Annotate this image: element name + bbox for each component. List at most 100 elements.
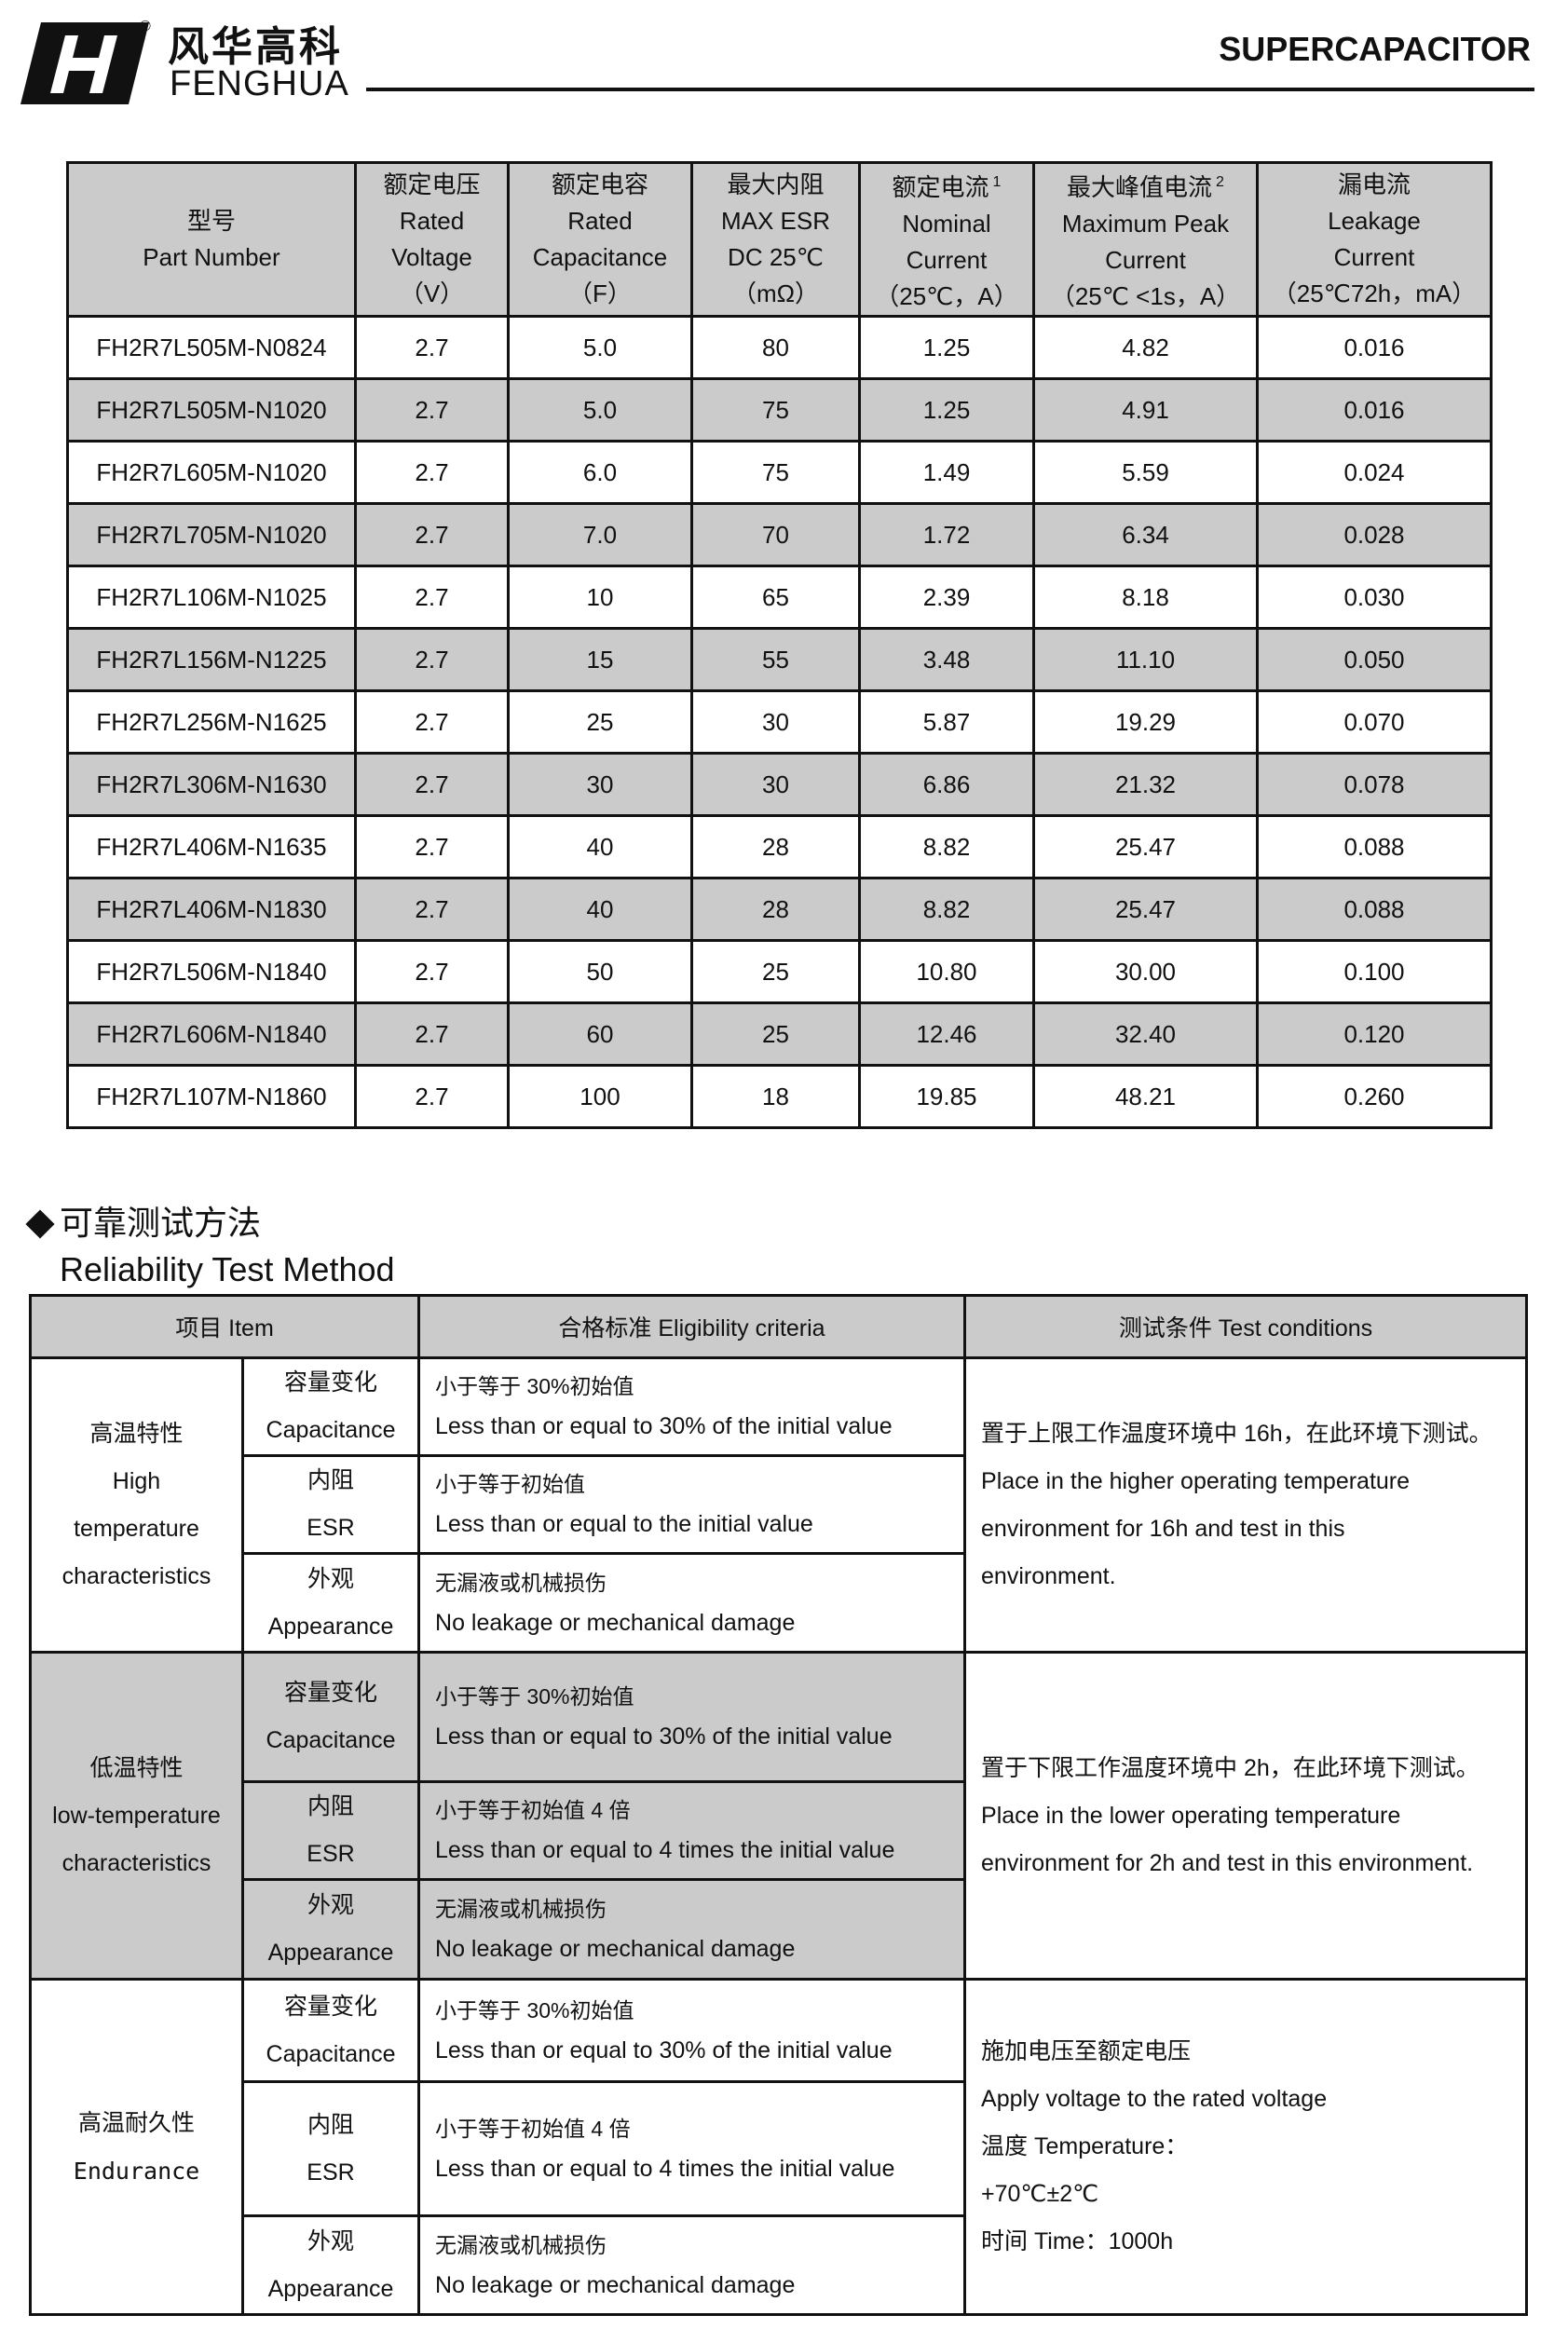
criteria-line: Less than or equal to 30% of the initial… bbox=[435, 1413, 893, 1439]
conditions-cell: 置于下限工作温度环境中 2h，在此环境下测试。 Place in the lowe… bbox=[963, 1651, 1529, 1981]
data-cell: 1.49 bbox=[858, 440, 1035, 505]
header-line: Voltage bbox=[391, 243, 472, 271]
sub-item-cell: 内阻 ESR bbox=[240, 1454, 421, 1555]
sub-item-line: ESR bbox=[307, 2159, 355, 2186]
criteria-line: Less than or equal to the initial value bbox=[435, 1511, 813, 1537]
data-row: FH2R7L406M-N1635 2.7 40 28 8.82 25.47 0.088 bbox=[66, 814, 1493, 879]
header-cell: 型号 Part Number bbox=[66, 161, 357, 318]
data-cell: FH2R7L605M-N1020 bbox=[66, 440, 357, 505]
data-cell: FH2R7L506M-N1840 bbox=[66, 939, 357, 1004]
data-cell: 2.7 bbox=[354, 377, 510, 443]
data-cell: 65 bbox=[690, 565, 861, 630]
bullet-diamond bbox=[25, 1209, 55, 1239]
conditions-line: Place in the higher operating temperatur… bbox=[981, 1467, 1411, 1494]
data-cell: 11.10 bbox=[1032, 627, 1259, 692]
data-cell: 80 bbox=[690, 315, 861, 380]
group-row: 内阻 ESR 小于等于初始值 4 倍 Less than or equal to 4 … bbox=[31, 1780, 1527, 1881]
item-line: characteristics bbox=[61, 1562, 211, 1589]
data-cell: 25 bbox=[507, 689, 693, 755]
sub-item-line: 内阻 bbox=[307, 1467, 355, 1493]
data-cell: 6.86 bbox=[858, 752, 1035, 817]
sub-item-cell: 内阻 ESR bbox=[240, 1780, 421, 1881]
data-cell: 2.39 bbox=[858, 565, 1035, 630]
conditions-line: Apply voltage to the rated voltage bbox=[981, 2086, 1328, 2112]
data-cell: 21.32 bbox=[1032, 752, 1259, 817]
header-cell: 测试条件 Test conditions bbox=[963, 1294, 1529, 1359]
item-cell: 高温耐久性 Endurance bbox=[29, 1978, 244, 2316]
sub-item-cell: 外观 Appearance bbox=[240, 1552, 421, 1654]
logo-en: FENGHUA bbox=[170, 64, 349, 103]
section-title-en: Reliability Test Method bbox=[60, 1250, 395, 1288]
data-cell: 25 bbox=[690, 939, 861, 1004]
conditions-line: 施加电压至额定电压 bbox=[981, 2038, 1192, 2064]
criteria-line: No leakage or mechanical damage bbox=[435, 1936, 796, 1962]
data-cell: FH2R7L156M-N1225 bbox=[66, 627, 357, 692]
data-cell: 0.070 bbox=[1256, 689, 1493, 755]
header-line: （F） bbox=[568, 279, 632, 307]
group-row: 内阻 ESR 小于等于初始值 4 倍 Less than or equal to 4 … bbox=[31, 2080, 1527, 2217]
data-cell: 0.100 bbox=[1256, 939, 1493, 1004]
item-cell: 高温特性 High temperature characteristics bbox=[29, 1356, 244, 1654]
criteria-cell: 小于等于 30%初始值 Less than or equal to 30% of … bbox=[417, 1978, 967, 2083]
group-row: 外观 Appearance 无漏液或机械损伤 No leakage or mechan… bbox=[31, 1552, 1527, 1654]
data-cell: 100 bbox=[507, 1064, 693, 1129]
item-line: 低温特性 bbox=[89, 1754, 184, 1781]
header-line: 最大峰值电流 2 bbox=[1067, 173, 1224, 201]
header-line: Maximum Peak bbox=[1061, 210, 1230, 238]
data-cell: 0.016 bbox=[1256, 377, 1493, 443]
data-cell: FH2R7L106M-N1025 bbox=[66, 565, 357, 630]
data-cell: 2.7 bbox=[354, 689, 510, 755]
data-cell: 28 bbox=[690, 814, 861, 879]
data-cell: 2.7 bbox=[354, 1001, 510, 1067]
spec-table: 型号 Part Number 额定电压 Rated Voltage （V） 额定电容 Rate… bbox=[66, 161, 1493, 1129]
criteria-cell: 无漏液或机械损伤 No leakage or mechanical damage bbox=[417, 2214, 967, 2316]
item-cell: 低温特性 low-temperature characteristics bbox=[29, 1651, 244, 1981]
data-row: FH2R7L505M-N0824 2.7 5.0 80 1.25 4.82 0.016 bbox=[66, 315, 1493, 380]
data-cell: 4.82 bbox=[1032, 315, 1259, 380]
data-cell: 15 bbox=[507, 627, 693, 692]
data-cell: 70 bbox=[690, 502, 861, 567]
registered-mark: ® bbox=[140, 19, 151, 34]
sub-item-line: 内阻 bbox=[307, 2111, 355, 2138]
sub-item-line: 容量变化 bbox=[284, 1993, 378, 2020]
header-line: Capacitance bbox=[532, 243, 668, 271]
data-cell: 18 bbox=[690, 1064, 861, 1129]
data-cell: 3.48 bbox=[858, 627, 1035, 692]
data-cell: 0.078 bbox=[1256, 752, 1493, 817]
criteria-line: 小于等于初始值 4 倍 bbox=[435, 2116, 631, 2141]
item-line: temperature bbox=[74, 1515, 199, 1542]
data-cell: 5.0 bbox=[507, 377, 693, 443]
header-line: 额定电容 bbox=[551, 170, 648, 198]
header-cell: 项目 Item bbox=[28, 1294, 421, 1359]
sub-item-line: Capacitance bbox=[266, 1727, 396, 1753]
header-cell: 最大峰值电流 2 Maximum Peak Current （25℃ <1s，A） bbox=[1032, 161, 1259, 318]
header-line: MAX ESR bbox=[720, 207, 831, 235]
criteria-line: Less than or equal to 4 times the initia… bbox=[435, 2155, 895, 2182]
criteria-line: Less than or equal to 4 times the initia… bbox=[435, 1837, 895, 1863]
conditions-line: environment for 2h and test in this envi… bbox=[981, 1849, 1474, 1876]
header-cell: 合格标准 Eligibility criteria bbox=[417, 1294, 967, 1359]
sub-item-line: 容量变化 bbox=[284, 1680, 378, 1706]
data-cell: FH2R7L406M-N1830 bbox=[66, 877, 357, 942]
conditions-line: 置于下限工作温度环境中 2h，在此环境下测试。 bbox=[981, 1754, 1479, 1781]
criteria-cell: 小于等于初始值 4 倍 Less than or equal to 4 times… bbox=[417, 2080, 967, 2217]
data-cell: 32.40 bbox=[1032, 1001, 1259, 1067]
data-cell: 2.7 bbox=[354, 502, 510, 567]
data-cell: FH2R7L306M-N1630 bbox=[66, 752, 357, 817]
criteria-line: No leakage or mechanical damage bbox=[435, 1609, 796, 1636]
sub-item-line: Appearance bbox=[267, 1940, 394, 1966]
sub-item-cell: 容量变化 Capacitance bbox=[240, 1978, 421, 2083]
header-line: Part Number bbox=[143, 243, 280, 271]
conditions-line: 时间 Time：1000h bbox=[981, 2228, 1174, 2254]
criteria-line: 无漏液或机械损伤 bbox=[435, 1897, 607, 1921]
criteria-line: Less than or equal to 30% of the initial… bbox=[435, 2036, 893, 2063]
data-cell: FH2R7L505M-N1020 bbox=[66, 377, 357, 443]
header-line: Current bbox=[906, 246, 988, 274]
data-cell: 2.7 bbox=[354, 814, 510, 879]
data-row: FH2R7L406M-N1830 2.7 40 28 8.82 25.47 0.088 bbox=[66, 877, 1493, 942]
data-cell: 2.7 bbox=[354, 565, 510, 630]
data-cell: 25.47 bbox=[1032, 814, 1259, 879]
sub-item-line: ESR bbox=[307, 1841, 355, 1867]
group-row: 内阻 ESR 小于等于初始值 Less than or equal to the in… bbox=[31, 1454, 1527, 1555]
header-line: Nominal bbox=[902, 210, 991, 238]
